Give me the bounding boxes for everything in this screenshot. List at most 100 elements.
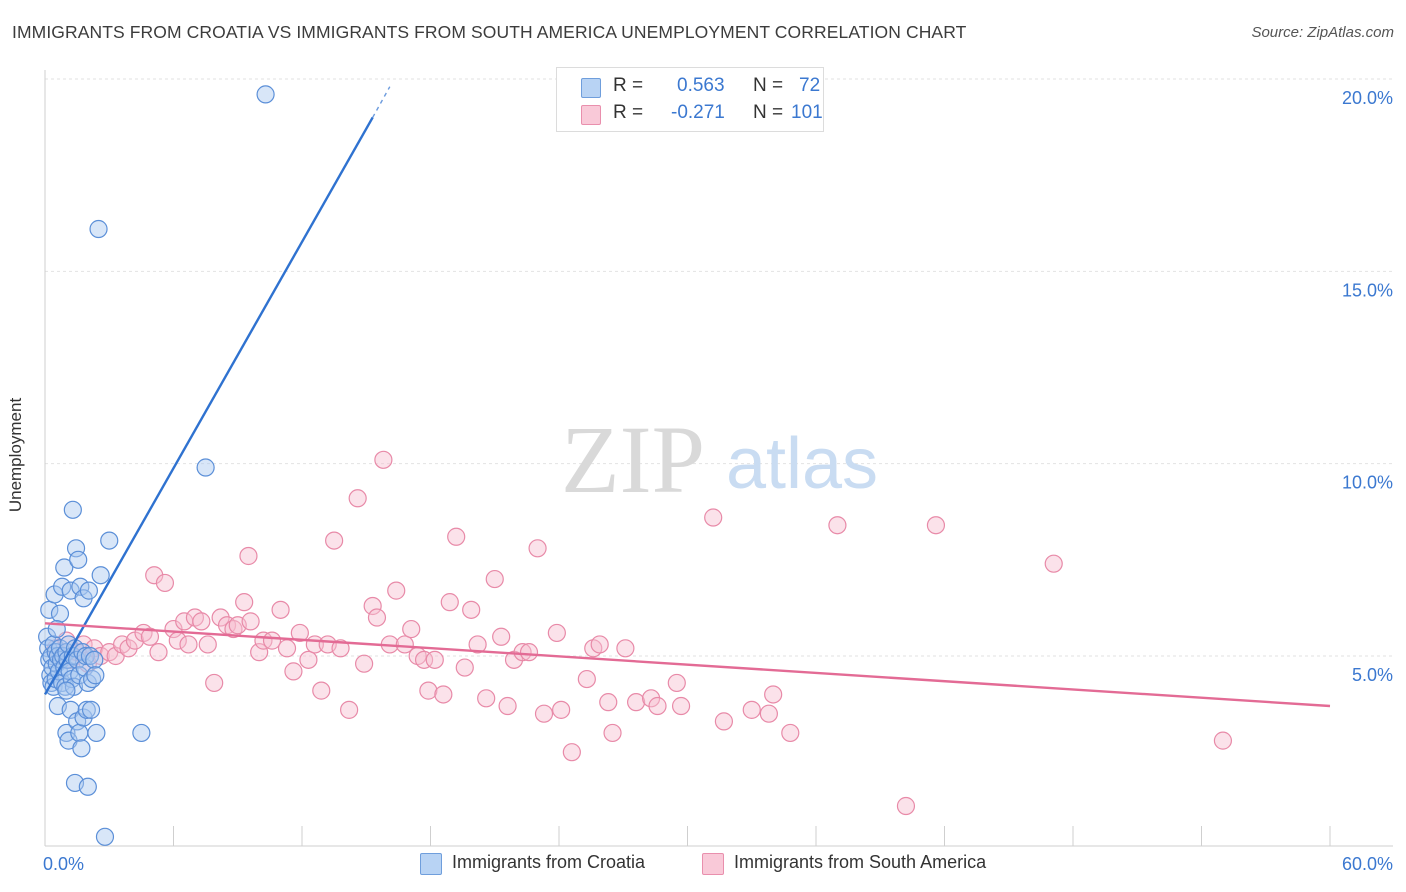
data-point-south-america (419, 681, 438, 700)
data-point-south-america (1044, 554, 1063, 573)
data-point-south-america (355, 654, 374, 673)
data-point-croatia (87, 723, 106, 743)
data-point-south-america (198, 635, 217, 654)
data-point-south-america (462, 600, 481, 619)
data-point-south-america (519, 643, 539, 662)
data-point-south-america (239, 546, 258, 566)
data-point-croatia (57, 681, 76, 700)
y-tick-label: 15.0% (1342, 280, 1393, 300)
data-point-croatia (71, 577, 90, 596)
data-point-south-america (528, 539, 547, 558)
legend-swatch-croatia (581, 78, 601, 98)
data-point-croatia (70, 723, 89, 743)
data-point-south-america (277, 639, 297, 658)
data-point-croatia (63, 500, 82, 519)
data-point-south-america (414, 650, 434, 669)
legend-n-label: N = (753, 102, 784, 123)
y-axis-label: Unemployment (6, 397, 25, 513)
y-tick-label: 5.0% (1352, 665, 1393, 685)
data-point-south-america (340, 700, 359, 719)
data-point-south-america (395, 635, 414, 654)
data-point-south-america (1213, 731, 1233, 750)
data-point-croatia (69, 550, 88, 569)
data-point-south-america (331, 639, 350, 658)
x-tick-label: 60.0% (1342, 854, 1393, 874)
data-point-south-america (648, 696, 667, 716)
legend-r-value-south-america: -0.271 (671, 102, 725, 123)
data-point-south-america (498, 696, 517, 716)
data-point-south-america (896, 796, 916, 816)
data-point-south-america (714, 712, 734, 731)
x-tick-label: 0.0% (43, 854, 84, 874)
data-point-croatia (53, 577, 72, 596)
data-point-croatia (196, 458, 215, 477)
data-point-south-america (616, 639, 635, 658)
y-tick-label: 10.0% (1342, 473, 1393, 493)
data-point-south-america (447, 527, 466, 546)
data-point-croatia (55, 558, 74, 577)
data-point-south-america (667, 673, 686, 693)
bottom-legend-swatch-south-america (702, 853, 724, 875)
trend-line-croatia-extension (372, 86, 391, 118)
data-point-south-america (590, 635, 609, 654)
data-point-south-america (440, 593, 459, 612)
legend-n-value-south-america: 101 (791, 102, 823, 123)
data-point-south-america (603, 723, 622, 743)
legend-swatch-south-america (581, 105, 601, 125)
legend-n-label: N = (753, 75, 784, 96)
data-point-south-america (671, 696, 691, 716)
data-point-south-america (599, 693, 618, 712)
data-point-south-america (477, 689, 496, 708)
data-point-south-america (374, 450, 393, 469)
data-point-south-america (367, 608, 387, 627)
data-point-croatia (95, 827, 115, 846)
data-point-south-america (764, 685, 783, 704)
data-point-croatia (85, 650, 104, 669)
y-tick-label: 20.0% (1342, 88, 1393, 108)
data-point-south-america (434, 685, 453, 704)
data-point-south-america (387, 581, 406, 600)
data-point-south-america (235, 593, 254, 612)
data-point-croatia (77, 700, 96, 719)
data-point-south-america (155, 573, 175, 593)
data-point-south-america (149, 643, 168, 662)
data-point-south-america (299, 650, 318, 669)
data-point-croatia (89, 219, 108, 239)
data-point-south-america (325, 531, 344, 550)
data-point-croatia (256, 85, 275, 104)
data-point-south-america (562, 743, 581, 762)
data-point-croatia (50, 604, 70, 623)
data-point-south-america (492, 627, 511, 646)
data-point-croatia (132, 723, 151, 743)
watermark-atlas: atlas (726, 424, 878, 504)
data-point-south-america (140, 627, 160, 646)
correlation-legend: R = 0.563 N = 72 R = -0.271 N = 101 (556, 67, 824, 132)
data-point-south-america (262, 631, 282, 650)
data-point-south-america (455, 658, 474, 677)
bottom-legend-label-croatia: Immigrants from Croatia (452, 852, 646, 872)
legend-n-value-croatia: 72 (799, 75, 821, 96)
data-point-croatia (76, 646, 95, 666)
data-point-croatia (91, 566, 110, 585)
data-point-south-america (425, 650, 444, 669)
data-point-south-america (284, 662, 303, 681)
trend-line-croatia (43, 116, 374, 696)
data-point-south-america (74, 635, 93, 654)
data-point-south-america (312, 681, 331, 700)
trend-lines (43, 86, 1331, 708)
data-point-south-america (250, 643, 269, 662)
data-point-south-america (534, 704, 554, 723)
data-point-south-america (513, 643, 532, 662)
data-point-croatia (66, 539, 86, 558)
data-point-south-america (552, 700, 571, 719)
trend-line-south-america (44, 622, 1331, 708)
data-point-south-america (363, 596, 382, 616)
data-point-south-america (485, 569, 504, 589)
data-point-croatia (100, 531, 119, 550)
data-point-south-america (290, 623, 309, 643)
data-point-south-america (547, 623, 566, 643)
data-point-south-america (577, 669, 596, 689)
watermark: ZIP atlas (561, 406, 878, 513)
data-point-croatia (81, 700, 101, 719)
